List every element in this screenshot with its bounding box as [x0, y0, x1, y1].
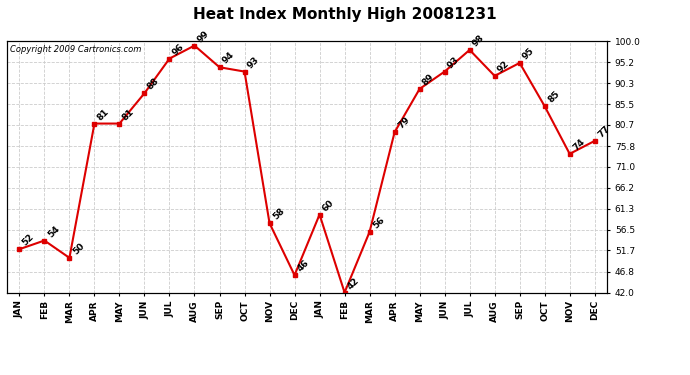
Text: 89: 89 — [421, 72, 436, 87]
Text: 95: 95 — [521, 46, 536, 62]
Text: 98: 98 — [471, 33, 486, 48]
Text: 54: 54 — [46, 224, 61, 239]
Text: 42: 42 — [346, 276, 362, 291]
Text: 77: 77 — [596, 124, 611, 140]
Text: 93: 93 — [446, 55, 462, 70]
Text: 88: 88 — [146, 76, 161, 92]
Text: 93: 93 — [246, 55, 262, 70]
Text: 58: 58 — [271, 207, 286, 222]
Text: Copyright 2009 Cartronics.com: Copyright 2009 Cartronics.com — [10, 45, 141, 54]
Text: 79: 79 — [396, 116, 411, 131]
Text: 85: 85 — [546, 90, 561, 105]
Text: 81: 81 — [96, 107, 111, 122]
Text: 96: 96 — [171, 42, 186, 57]
Text: 52: 52 — [21, 232, 36, 248]
Text: 56: 56 — [371, 215, 386, 231]
Text: 74: 74 — [571, 137, 586, 153]
Text: 46: 46 — [296, 258, 311, 274]
Text: 92: 92 — [496, 59, 511, 75]
Text: 94: 94 — [221, 51, 236, 66]
Text: 99: 99 — [196, 29, 211, 44]
Text: Heat Index Monthly High 20081231: Heat Index Monthly High 20081231 — [193, 8, 497, 22]
Text: 50: 50 — [71, 242, 86, 256]
Text: 81: 81 — [121, 107, 136, 122]
Text: 60: 60 — [321, 198, 336, 213]
